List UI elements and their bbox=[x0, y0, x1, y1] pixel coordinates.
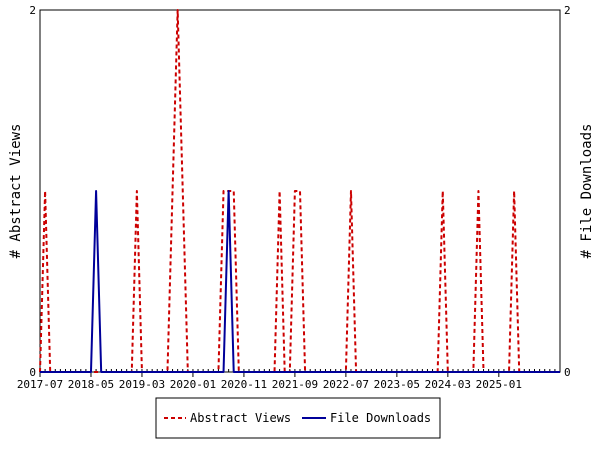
x-tick-label: 2019-03 bbox=[119, 378, 165, 391]
x-tick-label: 2020-11 bbox=[221, 378, 267, 391]
legend-label-abstract-views: Abstract Views bbox=[190, 411, 291, 425]
legend-box bbox=[155, 397, 441, 439]
x-tick-label: 2018-05 bbox=[68, 378, 114, 391]
x-tick-label: 2020-01 bbox=[170, 378, 216, 391]
x-tick-label: 2022-07 bbox=[323, 378, 369, 391]
y-right-tick-label: 2 bbox=[564, 4, 571, 17]
legend: Abstract Views File Downloads bbox=[155, 397, 441, 439]
series-layer bbox=[39, 9, 560, 373]
y-left-tick-label: 2 bbox=[29, 4, 36, 17]
x-tick-label: 2025-01 bbox=[476, 378, 522, 391]
x-tick-label: 2023-05 bbox=[374, 378, 420, 391]
y-left-axis-label: # Abstract Views bbox=[8, 124, 24, 259]
series-line-file-downloads bbox=[40, 190, 560, 373]
x-tick-label: 2024-03 bbox=[425, 378, 471, 391]
y-right-tick-label: 0 bbox=[564, 366, 571, 379]
series-line-abstract-views bbox=[39, 9, 560, 373]
x-tick-label: 2021-09 bbox=[272, 378, 318, 391]
axes: 2017-07 2018-05 2019-03 2020-01 2020-11 2021-… bbox=[8, 4, 595, 391]
legend-label-file-downloads: File Downloads bbox=[330, 411, 431, 425]
x-tick-label: 2017-07 bbox=[17, 378, 63, 391]
y-left-tick-label: 0 bbox=[29, 366, 36, 379]
y-right-axis-label: # File Downloads bbox=[579, 124, 595, 259]
